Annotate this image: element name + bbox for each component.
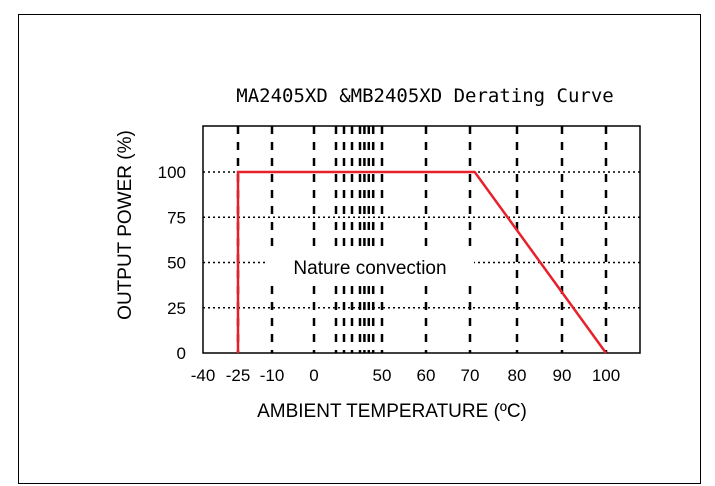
annotation-nature-convection: Nature convection (293, 258, 446, 279)
x-tick-label--40: -40 (191, 366, 216, 385)
x-tick-label-90: 90 (553, 366, 572, 385)
x-axis-label: AMBIENT TEMPERATURE (ºC) (257, 401, 527, 422)
y-tick-label-50: 50 (167, 254, 186, 273)
x-tick-label-50: 50 (373, 366, 392, 385)
y-tick-label-0: 0 (177, 344, 186, 363)
plot-area (202, 125, 641, 354)
y-axis-label: OUTPUT POWER (%) (115, 130, 136, 320)
y-tick-label-100: 100 (158, 163, 186, 182)
x-tick-label--25: -25 (226, 366, 251, 385)
x-tick-label-80: 80 (508, 366, 527, 385)
x-tick-label-0: 0 (309, 366, 318, 385)
annotation-background (266, 254, 474, 282)
series-line-0 (236, 170, 608, 354)
y-tick-label-25: 25 (167, 299, 186, 318)
chart-frame (18, 14, 701, 484)
x-tick-label-100: 100 (592, 366, 620, 385)
chart-title: MA2405XD &MB2405XD Derating Curve (236, 85, 614, 107)
x-tick-label--10: -10 (260, 366, 285, 385)
x-tick-label-60: 60 (417, 366, 436, 385)
y-tick-label-75: 75 (167, 208, 186, 227)
x-tick-label-70: 70 (461, 366, 480, 385)
